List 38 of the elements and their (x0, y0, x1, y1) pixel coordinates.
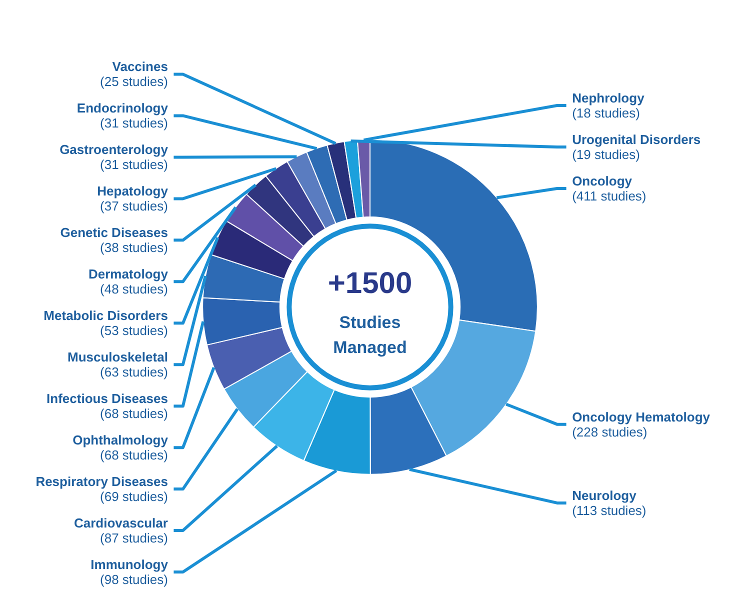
data-label: (68 studies) (100, 406, 168, 422)
data-label: (53 studies) (100, 323, 168, 338)
data-label: (228 studies) (572, 424, 648, 440)
slice-label: Immunology (90, 557, 169, 572)
data-label: (31 studies) (100, 157, 168, 172)
slice-label: Musculoskeletal (68, 350, 168, 365)
text: +1500 (328, 267, 412, 300)
slice-label: Gastroenterology (60, 142, 169, 158)
text: Studies Managed (333, 312, 407, 358)
slice-label: Genetic Diseases (60, 225, 168, 240)
slice-label: Neurology (572, 488, 638, 503)
data-label: (38 studies) (100, 240, 168, 256)
data-label: (25 studies) (100, 74, 168, 90)
data-label: (37 studies) (100, 198, 168, 214)
data-label: (18 studies) (572, 106, 640, 120)
slice-label: Ophthalmology (72, 432, 169, 448)
slice-label: Nephrology (572, 90, 646, 106)
slice-label: Vaccines (112, 59, 168, 74)
slice-label: Respiratory Diseases (36, 474, 168, 490)
data-label: (68 studies) (100, 448, 168, 463)
data-label: (411 studies) (572, 188, 646, 204)
slice-label: Oncology (572, 173, 633, 188)
data-label: (98 studies) (100, 572, 168, 588)
data-label: (113 studies) (572, 502, 646, 518)
slice-label: Infectious Diseases (46, 391, 168, 406)
data-label: (87 studies) (100, 530, 168, 546)
slice-label: Hepatology (97, 184, 169, 199)
slice-label: Endocrinology (76, 100, 169, 116)
data-label: (31 studies) (100, 116, 168, 131)
slice-label: Oncology Hematology (572, 409, 711, 424)
slice-label: Dermatology (88, 266, 169, 282)
data-label: (69 studies) (100, 489, 168, 504)
data-label: (19 studies) (572, 146, 640, 162)
data-label: (63 studies) (100, 364, 168, 380)
data-label: (48 studies) (100, 282, 168, 297)
slice-label: Urogenital Disorders (572, 132, 701, 147)
slice-label: Metabolic Disorders (44, 308, 168, 324)
slice-label: Cardiovascular (74, 516, 168, 531)
